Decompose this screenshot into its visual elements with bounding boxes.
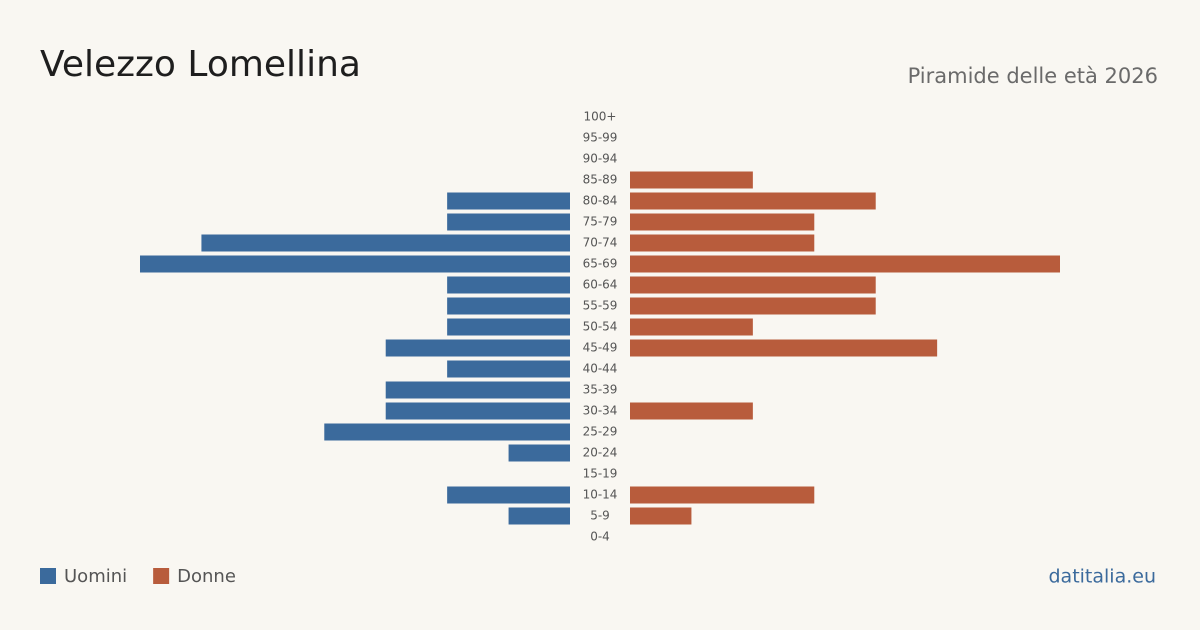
bar (385, 402, 570, 420)
age-label: 25-29 (583, 425, 618, 439)
bar (447, 276, 570, 294)
age-label: 80-84 (583, 194, 618, 208)
age-label: 100+ (584, 110, 617, 124)
bar (630, 297, 876, 315)
bar (630, 192, 876, 210)
age-label: 90-94 (583, 152, 618, 166)
bar (447, 297, 570, 315)
age-label: 50-54 (583, 320, 618, 334)
bar (630, 171, 753, 189)
legend-label: Uomini (64, 566, 127, 587)
bar (508, 507, 570, 525)
chart-title: Velezzo Lomellina (40, 44, 361, 85)
age-label: 45-49 (583, 341, 618, 355)
age-label: 60-64 (583, 278, 618, 292)
bar (201, 234, 570, 252)
age-label: 0-4 (590, 530, 610, 544)
age-label: 65-69 (583, 257, 618, 271)
bar (324, 423, 570, 441)
bar (508, 444, 570, 462)
bar (447, 213, 570, 231)
age-label: 35-39 (583, 383, 618, 397)
bar (140, 255, 570, 273)
age-label: 30-34 (583, 404, 618, 418)
age-label: 85-89 (583, 173, 618, 187)
bar (447, 318, 570, 336)
bar (630, 507, 692, 525)
chart-subtitle: Piramide delle età 2026 (908, 64, 1158, 88)
age-label: 5-9 (590, 509, 610, 523)
age-label: 55-59 (583, 299, 618, 313)
bar (447, 360, 570, 378)
age-label: 70-74 (583, 236, 618, 250)
bar (630, 339, 938, 357)
bar (630, 318, 753, 336)
bar (630, 255, 1060, 273)
bar (630, 234, 815, 252)
bar (630, 402, 753, 420)
source: datitalia.eu (1049, 566, 1157, 588)
age-label: 15-19 (583, 467, 618, 481)
bar (385, 381, 570, 399)
bar (385, 339, 570, 357)
bar (630, 276, 876, 294)
bar (630, 486, 815, 504)
bar (447, 192, 570, 210)
age-label: 40-44 (583, 362, 618, 376)
age-label: 95-99 (583, 131, 618, 145)
age-label: 10-14 (583, 488, 618, 502)
bar (630, 213, 815, 231)
age-label: 20-24 (583, 446, 618, 460)
legend-swatch (153, 568, 170, 584)
legend-label: Donne (177, 566, 236, 587)
age-label: 75-79 (583, 215, 618, 229)
legend-swatch (40, 568, 56, 584)
bar (447, 486, 570, 504)
